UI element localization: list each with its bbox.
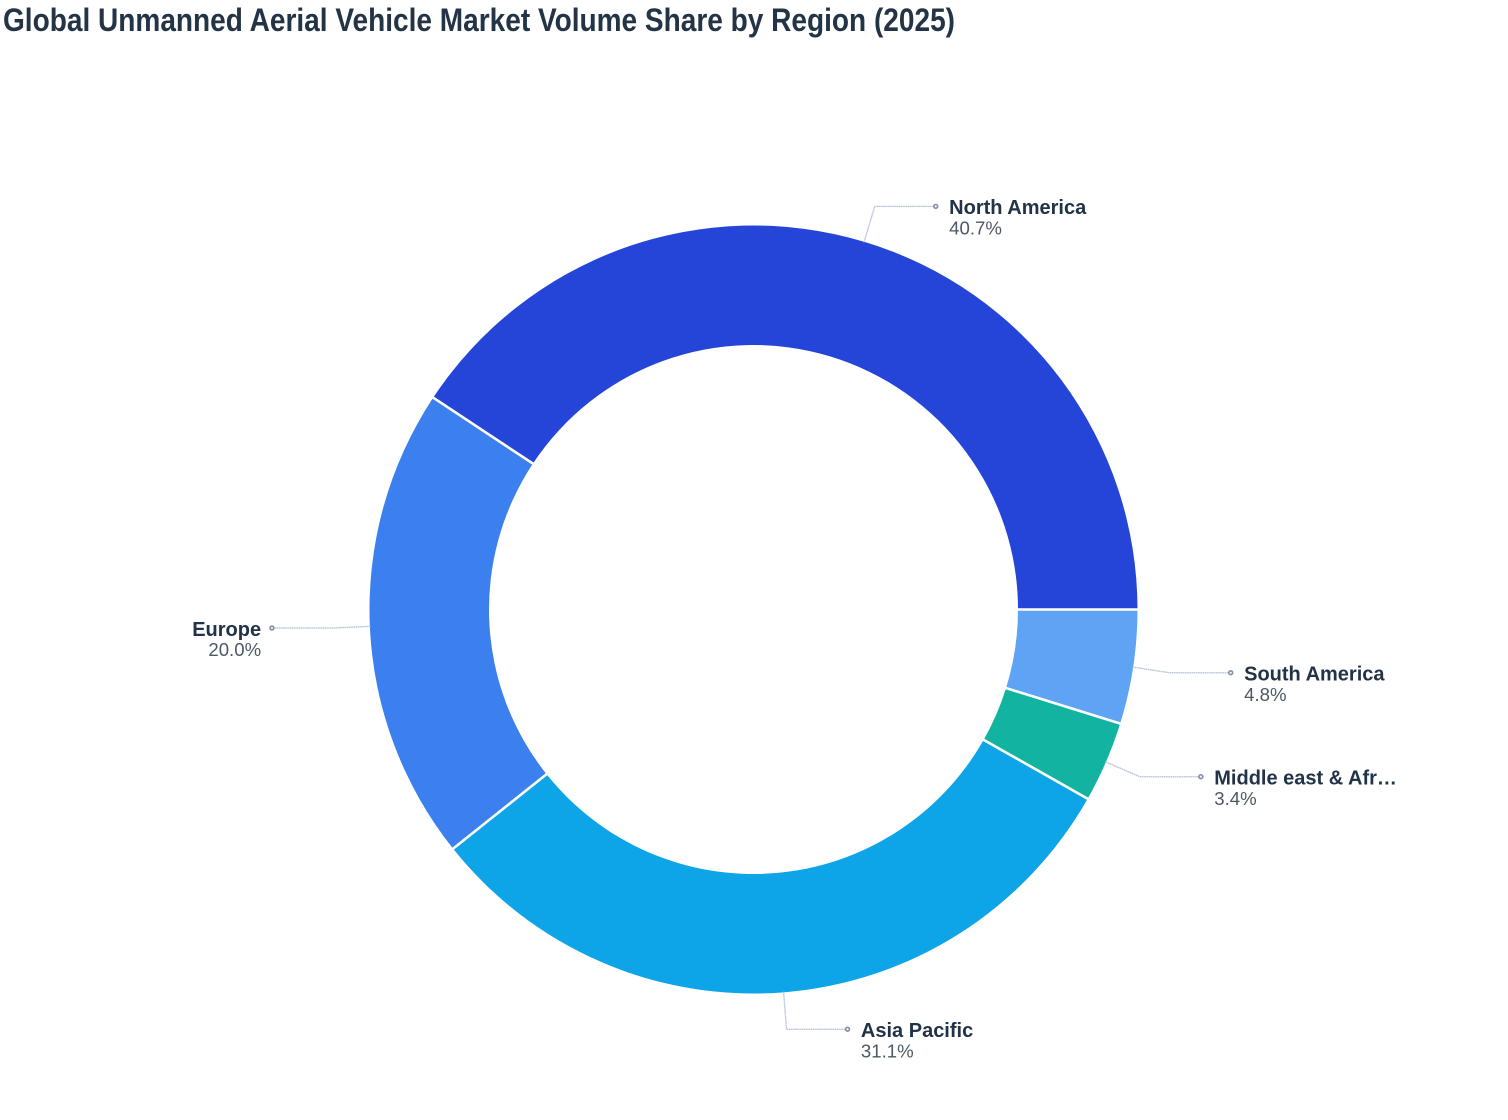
svg-text:3.4%: 3.4% [1214,788,1256,809]
svg-text:Global Unmanned Aerial Vehicle: Global Unmanned Aerial Vehicle Market Vo… [3,2,955,38]
svg-text:20.0%: 20.0% [208,639,261,660]
svg-text:Asia Pacific: Asia Pacific [861,1020,973,1042]
svg-text:Europe: Europe [192,619,261,641]
svg-text:40.7%: 40.7% [949,217,1002,238]
svg-text:31.1%: 31.1% [861,1040,914,1061]
svg-text:South America: South America [1244,664,1385,686]
svg-text:4.8%: 4.8% [1244,684,1286,705]
svg-text:Middle east & Afr…: Middle east & Afr… [1214,768,1397,790]
svg-text:North America: North America [949,197,1087,219]
